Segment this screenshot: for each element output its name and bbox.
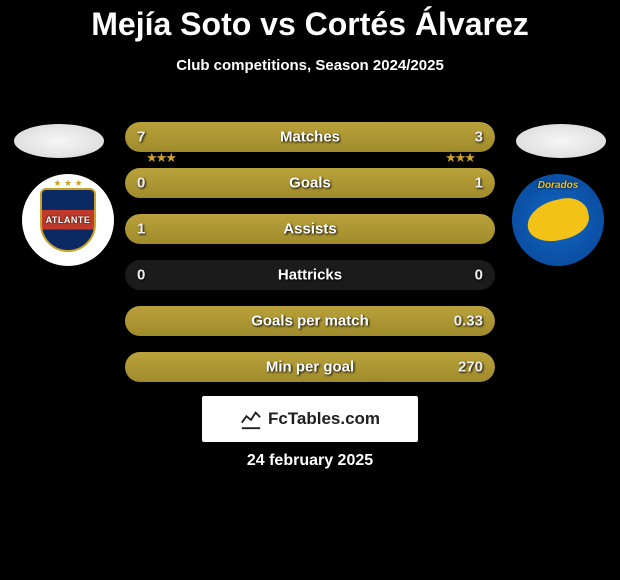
stat-value-right: 0 [475, 267, 483, 284]
player-photo-right [516, 124, 606, 158]
chart-icon [240, 408, 262, 430]
dorados-fish-icon [524, 194, 593, 246]
atlante-label: ATLANTE [46, 215, 91, 225]
stats-bars: 7 3 Matches 0 1 Goals 1 Assists 0 0 Hattricks 0.33 G… [125, 122, 495, 398]
stat-fill-left [125, 122, 384, 152]
subtitle: Club competitions, Season 2024/2025 [0, 57, 620, 74]
dorados-roundel-icon: Dorados [512, 174, 604, 266]
atlante-stars-icon: ★ ★ ★ [42, 178, 94, 189]
stat-label: Hattricks [278, 267, 342, 284]
club-badge-left: ★ ★ ★ ATLANTE [22, 174, 114, 266]
stat-label: Min per goal [266, 359, 354, 376]
stat-value-left: 0 [137, 175, 145, 192]
stat-value-right: 270 [458, 359, 483, 376]
stat-bar: 0 0 Hattricks [125, 260, 495, 290]
stat-bar: 7 3 Matches [125, 122, 495, 152]
stat-bar: 0 1 Goals [125, 168, 495, 198]
footer-date: 24 february 2025 [0, 452, 620, 470]
page-title: Mejía Soto vs Cortés Álvarez [0, 0, 620, 43]
stat-label: Goals per match [251, 313, 369, 330]
dorados-label: Dorados [512, 180, 604, 191]
watermark[interactable]: FcTables.com [202, 396, 418, 442]
stat-value-right: 0.33 [454, 313, 483, 330]
stat-value-left: 7 [137, 129, 145, 146]
player-photo-left [14, 124, 104, 158]
stat-label: Assists [283, 221, 336, 238]
stat-value-left: 1 [137, 221, 145, 238]
stat-value-right: 3 [475, 129, 483, 146]
watermark-text: FcTables.com [268, 409, 380, 429]
stat-label: Goals [289, 175, 331, 192]
stat-bar: 270 Min per goal [125, 352, 495, 382]
club-badge-right: Dorados [512, 174, 604, 266]
stat-bar: 0.33 Goals per match [125, 306, 495, 336]
stat-value-left: 0 [137, 267, 145, 284]
stat-value-right: 1 [475, 175, 483, 192]
stat-bar: 1 Assists [125, 214, 495, 244]
atlante-shield-icon: ★ ★ ★ ATLANTE [40, 188, 96, 252]
stat-label: Matches [280, 129, 340, 146]
